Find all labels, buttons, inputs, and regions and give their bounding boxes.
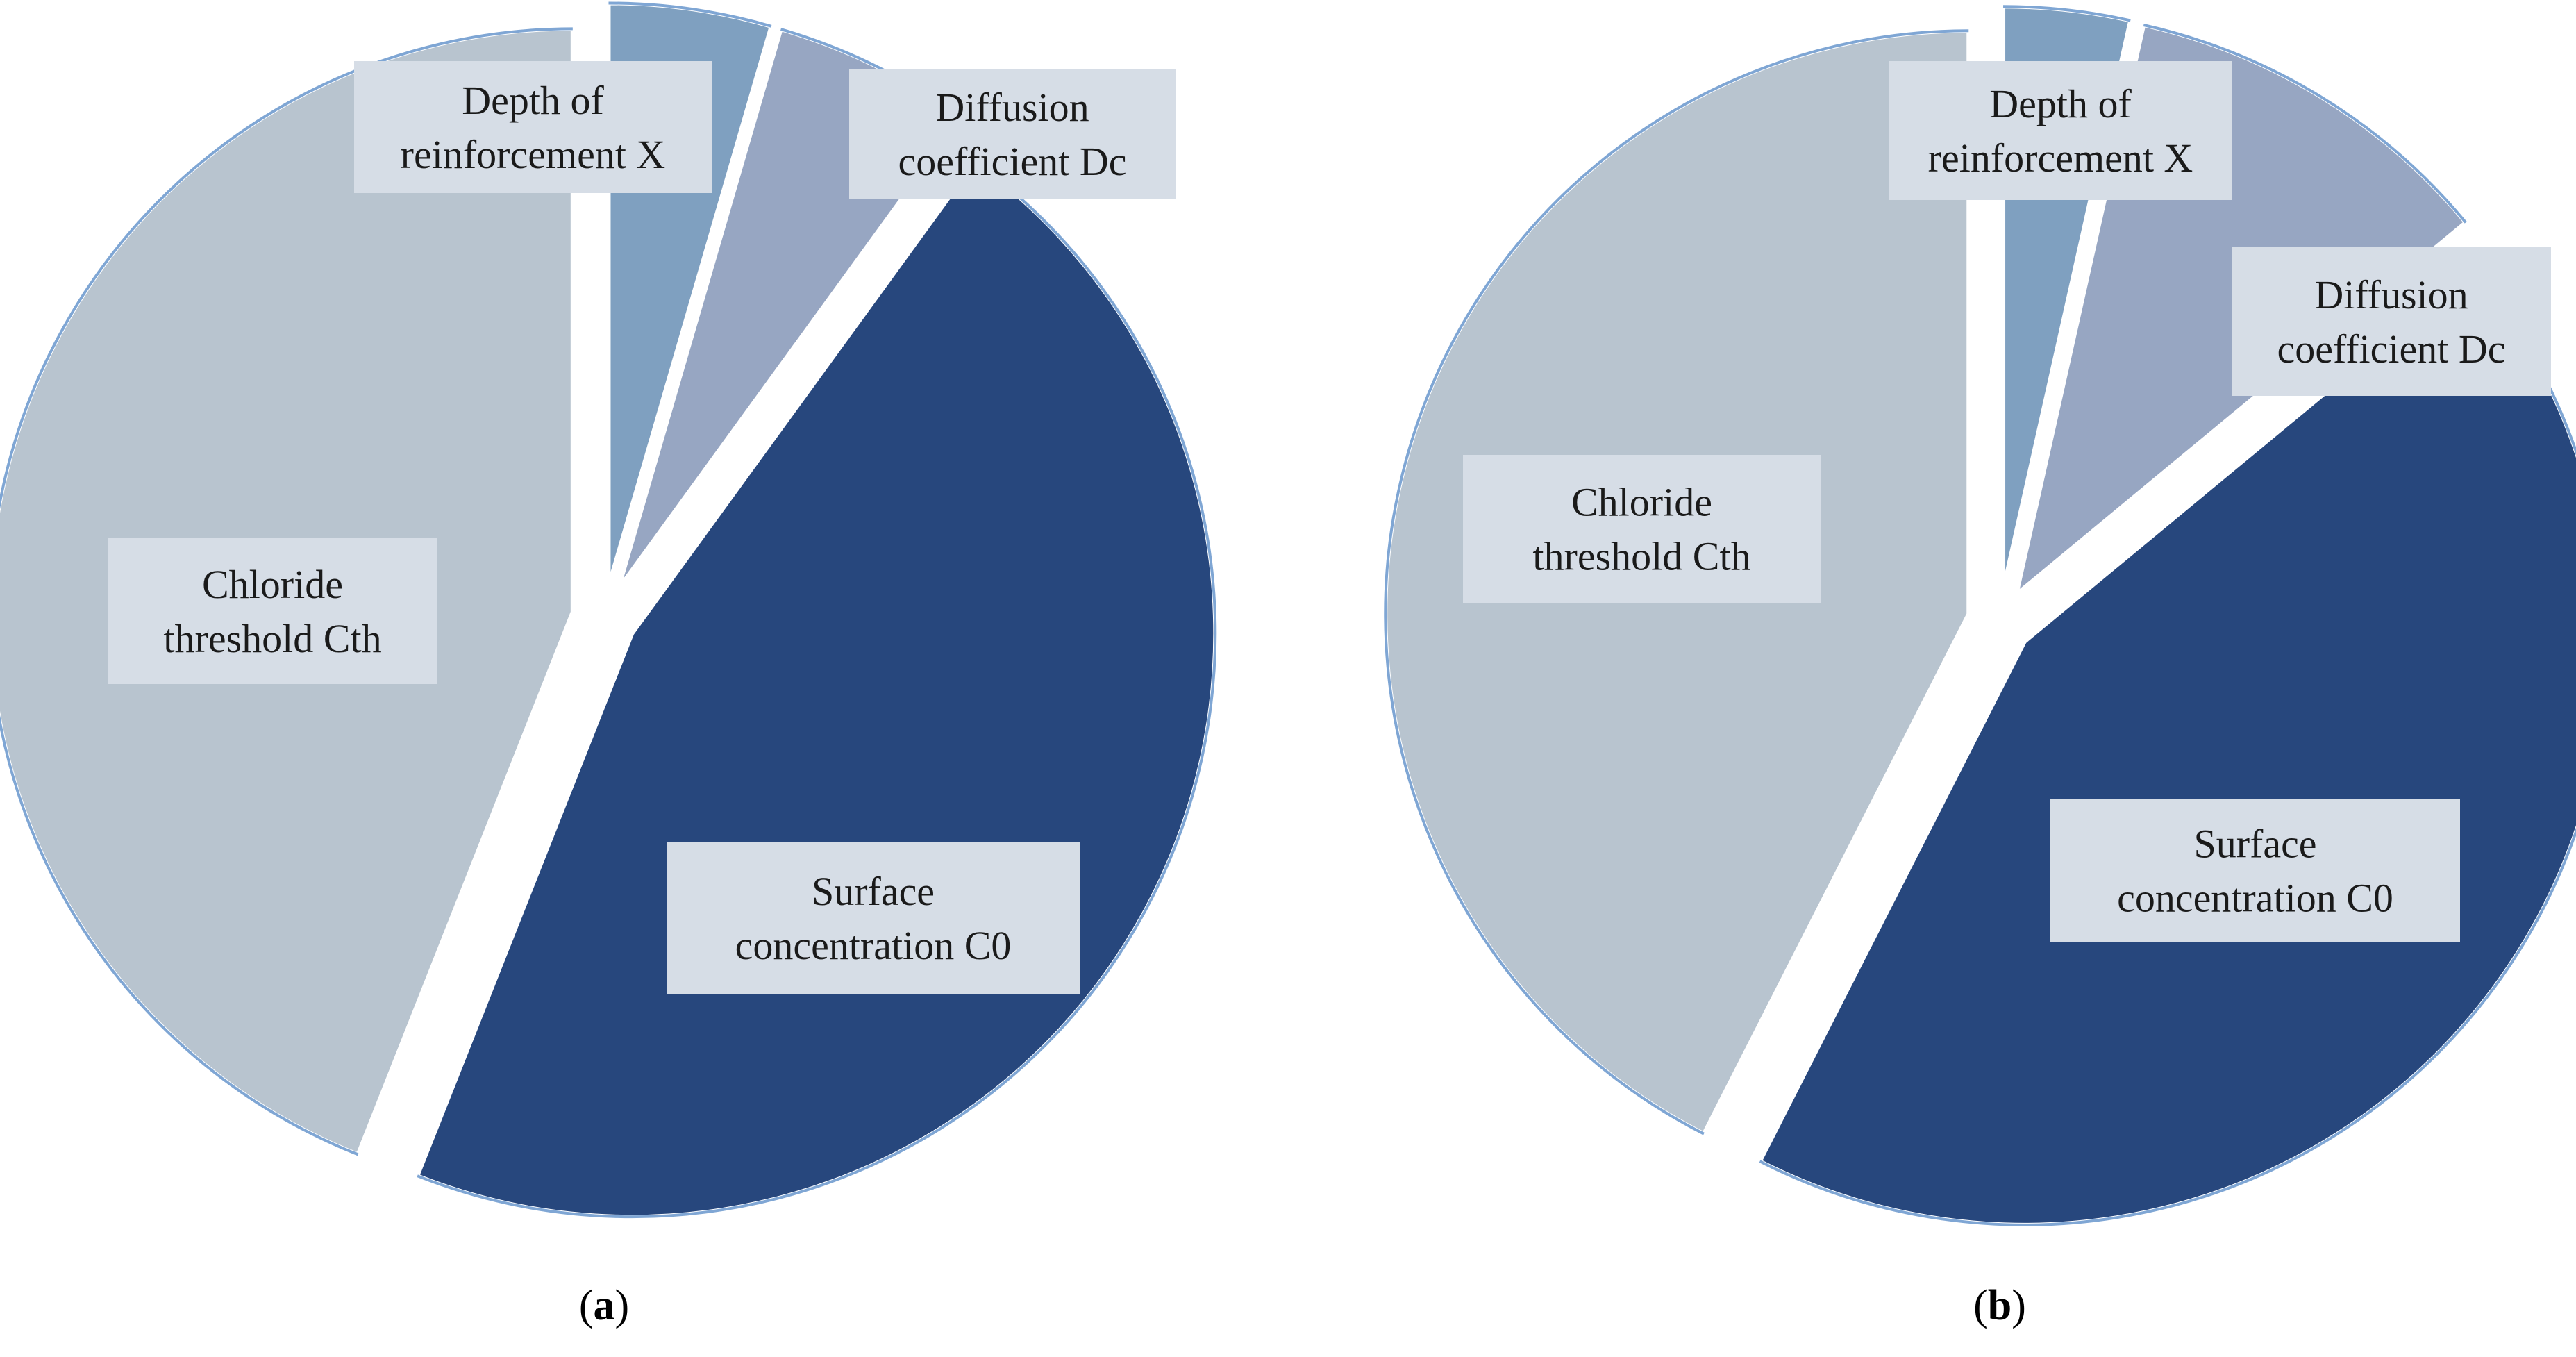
slice-label-line: Surface (812, 869, 935, 914)
slice-label-line: Surface (2193, 822, 2316, 867)
slice-label-line: threshold Cth (163, 616, 381, 661)
slice-label-surface: Surface concentration C0 (2050, 799, 2460, 942)
slice-label-box (849, 69, 1176, 199)
slice-label-box (2050, 799, 2460, 942)
slice-label-line: coefficient Dc (898, 139, 1126, 184)
caption-open-paren: ( (579, 1282, 594, 1329)
slice-label-diffusion: Diffusion coefficient Dc (2232, 247, 2551, 396)
pie-chart-b: Depth of reinforcement X Diffusion coeffici… (1383, 4, 2576, 1329)
pie-slice-edge (1759, 269, 2576, 1226)
slice-label-surface: Surface concentration C0 (667, 842, 1080, 994)
pie-slice-edge (2003, 5, 2131, 22)
slice-label-chloride: Chloride threshold Cth (108, 538, 437, 684)
panel-caption-b: (b) (1973, 1282, 2026, 1329)
slice-label-line: concentration C0 (735, 923, 1012, 968)
slice-label-line: reinforcement X (401, 132, 666, 177)
caption-close-paren: ) (2012, 1282, 2026, 1329)
slice-label-line: Depth of (1989, 81, 2132, 126)
slice-label-box (108, 538, 437, 684)
pie-slice-edge (2143, 24, 2467, 224)
slice-label-line: Depth of (462, 78, 604, 123)
slice-label-line: Chloride (1571, 480, 1712, 525)
pie-slice-edge (608, 1, 772, 28)
slice-label-box (2232, 247, 2551, 396)
caption-letter: b (1988, 1282, 2012, 1329)
slice-label-line: threshold Cth (1532, 534, 1750, 579)
caption-letter: a (594, 1282, 615, 1329)
slice-label-box (1889, 61, 2232, 200)
panel-caption-a: (a) (579, 1282, 629, 1329)
slice-label-line: concentration C0 (2117, 876, 2393, 921)
slice-label-line: Diffusion (2314, 272, 2468, 317)
slice-label-box (667, 842, 1080, 994)
caption-open-paren: ( (1973, 1282, 1988, 1329)
slice-label-box (354, 61, 712, 193)
pie-slice-edge (1384, 29, 1969, 1135)
slice-label-line: Chloride (202, 562, 343, 607)
slice-label-depth: Depth of reinforcement X (1889, 61, 2232, 200)
slice-label-line: Diffusion (935, 85, 1089, 130)
pie-chart-a: Depth of reinforcement X Diffusion coeffici… (0, 1, 1218, 1329)
caption-close-paren: ) (615, 1282, 630, 1329)
slice-label-depth: Depth of reinforcement X (354, 61, 712, 193)
pie-slice-edge (417, 160, 1217, 1219)
slice-label-diffusion: Diffusion coefficient Dc (849, 69, 1176, 199)
slice-label-line: coefficient Dc (2277, 326, 2505, 372)
slice-label-line: reinforcement X (1928, 135, 2193, 181)
slice-label-chloride: Chloride threshold Cth (1463, 455, 1821, 603)
slice-label-box (1463, 455, 1821, 603)
pie-slice-edge (0, 27, 573, 1156)
